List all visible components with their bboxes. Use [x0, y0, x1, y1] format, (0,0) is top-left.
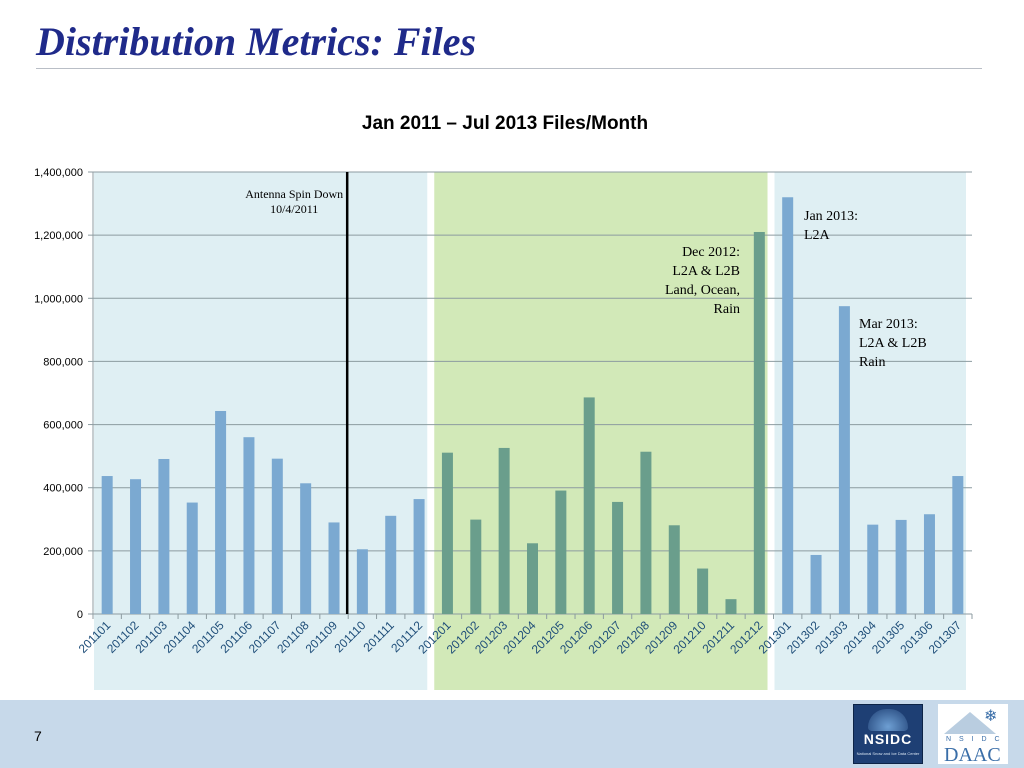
bar-201303 — [838, 306, 850, 614]
annotation-201301-line: Jan 2013: — [804, 209, 858, 224]
bar-201307 — [952, 476, 964, 614]
y-tick-label: 200,000 — [43, 546, 83, 558]
bar-201211 — [725, 599, 737, 614]
mountain-icon — [944, 712, 996, 734]
bar-201208 — [640, 451, 652, 614]
bar-201106 — [243, 437, 255, 614]
antenna-annotation-line: 10/4/2011 — [270, 202, 318, 216]
bar-201104 — [186, 502, 198, 614]
nsidc-fine-print: National Snow and Ice Data Center — [856, 751, 920, 756]
bar-201209 — [668, 525, 680, 614]
bar-201306 — [923, 514, 935, 614]
bar-201111 — [385, 515, 397, 614]
annotation-201301-line: L2A — [804, 228, 831, 243]
bar-201112 — [413, 499, 425, 614]
period-band-1 — [94, 172, 428, 690]
annotation-201303-line: L2A & L2B — [859, 336, 927, 351]
y-tick-label: 800,000 — [43, 356, 83, 368]
nsidc-logo: NSIDC National Snow and Ice Data Center — [853, 704, 923, 764]
bars — [101, 197, 964, 614]
y-tick-label: 1,400,000 — [34, 167, 83, 179]
files-per-month-bar-chart: 0 200,000 400,000 600,000 800,000 1,000,000 1,… — [34, 167, 973, 690]
bar-201108 — [300, 483, 312, 614]
nsidc-daac-logo: ❄ N S I D C DAAC — [938, 704, 1008, 766]
bar-201212 — [753, 231, 765, 614]
chart-title: Jan 2011 – Jul 2013 Files/Month — [361, 113, 649, 134]
slide-title: Distribution Metrics: Files — [36, 19, 477, 64]
y-tick-label: 0 — [77, 609, 83, 621]
bar-201206 — [583, 397, 595, 614]
annotation-201212-line: Rain — [714, 302, 740, 317]
bar-201107 — [271, 458, 283, 614]
bar-201201 — [441, 452, 453, 614]
bar-201101 — [101, 476, 113, 614]
annotation-201303-line: Rain — [859, 355, 885, 370]
period-band-2 — [434, 172, 768, 690]
snowflake-icon: ❄ — [984, 708, 998, 725]
daac-wordmark: DAAC — [944, 744, 1001, 766]
bar-201304 — [867, 524, 879, 614]
bar-201203 — [498, 447, 510, 614]
nsidc-wordmark: NSIDC — [863, 731, 913, 747]
globe-icon — [868, 709, 908, 731]
y-tick-label: 600,000 — [43, 420, 83, 432]
daac-letters: N S I D C — [946, 736, 1003, 743]
bar-201210 — [697, 568, 709, 614]
annotation-201212-line: L2A & L2B — [672, 264, 740, 279]
bar-201305 — [895, 519, 907, 614]
bar-201109 — [328, 522, 340, 614]
bar-201301 — [782, 197, 794, 614]
bar-201302 — [810, 554, 822, 614]
bar-201204 — [527, 543, 538, 614]
y-tick-label: 400,000 — [43, 483, 83, 495]
y-tick-label: 1,200,000 — [34, 230, 83, 242]
annotation-201212-line: Dec 2012: — [682, 245, 740, 260]
antenna-annotation-line: Antenna Spin Down — [245, 187, 343, 201]
bar-201205 — [555, 490, 567, 614]
bar-201110 — [356, 549, 368, 614]
y-tick-label: 1,000,000 — [34, 293, 83, 305]
bar-201202 — [470, 519, 482, 614]
bar-201105 — [215, 410, 227, 614]
annotation-201212-line: Land, Ocean, — [665, 283, 740, 298]
title-divider — [36, 68, 982, 69]
page-number: 7 — [34, 728, 42, 744]
bar-201102 — [130, 479, 142, 614]
bar-201103 — [158, 458, 170, 614]
bar-201207 — [612, 501, 624, 614]
annotation-201303-line: Mar 2013: — [859, 317, 918, 332]
